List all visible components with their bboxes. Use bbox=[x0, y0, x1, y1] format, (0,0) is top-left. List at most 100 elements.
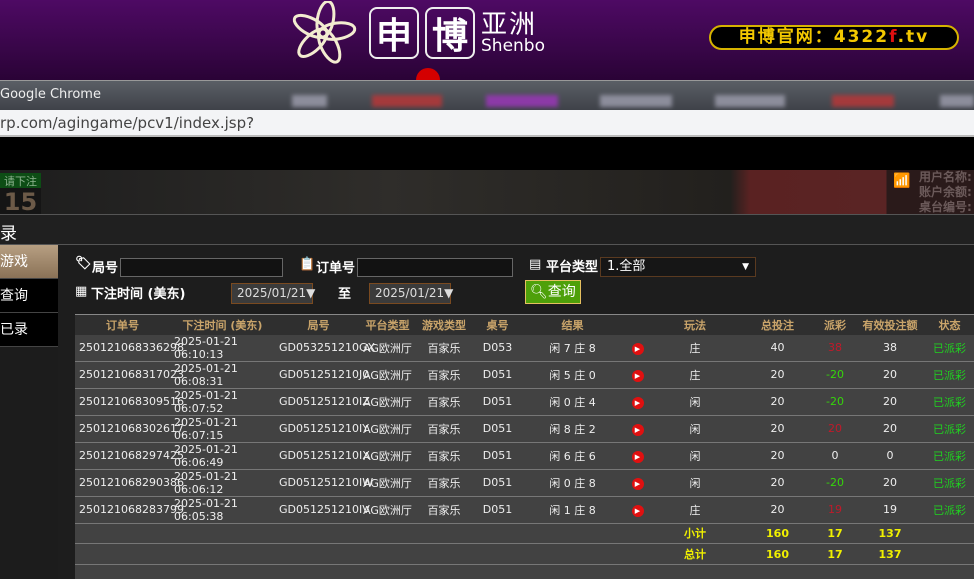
sidebar-item-query[interactable]: 查询 bbox=[0, 279, 58, 313]
blurred-nav-item bbox=[832, 95, 894, 107]
total-bet: 20 bbox=[740, 415, 815, 443]
total-bet: 40 bbox=[740, 334, 815, 362]
payout: -20 bbox=[815, 388, 855, 416]
site-suffix: .tv bbox=[897, 27, 930, 47]
table-row: 250121068309516 2025-01-21 06:07:52 GD0512… bbox=[75, 388, 974, 416]
valid-bet: 20 bbox=[855, 361, 925, 389]
subtotal-label: 小计 bbox=[650, 523, 740, 545]
clipboard-icon: 📋 bbox=[299, 257, 316, 272]
payout: 0 bbox=[815, 442, 855, 470]
order-number: 250121068283799 bbox=[75, 496, 184, 524]
payout: 20 bbox=[815, 415, 855, 443]
game-type: 百家乐 bbox=[413, 334, 475, 362]
round-number: GD051251210J0 bbox=[275, 361, 369, 389]
table-number: D051 bbox=[475, 388, 520, 416]
total-bet: 20 bbox=[740, 496, 815, 524]
play-replay-icon[interactable]: ▶ bbox=[631, 369, 644, 382]
bet-records-table: 订单号 下注时间 (美东) 局号 平台类型 游戏类型 桌号 结果 玩法 总投注 派彩 有效投注额 状态… bbox=[75, 314, 974, 565]
column-header: 有效投注额 bbox=[855, 314, 925, 335]
replay-cell: ▶ bbox=[625, 469, 650, 497]
payout: -20 bbox=[815, 361, 855, 389]
result: 闲 0 庄 4 bbox=[520, 388, 625, 416]
play-replay-icon[interactable]: ▶ bbox=[631, 396, 644, 409]
address-bar[interactable]: rp.com/agingame/pcv1/index.jsp? bbox=[0, 110, 974, 137]
status: 已派彩 bbox=[925, 442, 974, 470]
column-header: 派彩 bbox=[815, 314, 855, 335]
brand-en: Shenbo bbox=[481, 35, 545, 56]
column-header: 桌号 bbox=[475, 314, 520, 335]
red-badge-icon bbox=[416, 68, 440, 82]
total-bet: 20 bbox=[740, 361, 815, 389]
total-bet: 20 bbox=[740, 388, 815, 416]
order-input[interactable] bbox=[357, 258, 513, 277]
blurred-nav-item bbox=[600, 95, 672, 107]
order-label: 订单号 bbox=[316, 261, 356, 276]
order-number: 250121068336298 bbox=[75, 334, 184, 362]
total-total-bet: 160 bbox=[740, 543, 815, 565]
replay-cell: ▶ bbox=[625, 415, 650, 443]
platform-type: AG欧洲厅 bbox=[362, 442, 413, 470]
play-replay-icon[interactable]: ▶ bbox=[631, 450, 644, 463]
total-bet: 20 bbox=[740, 469, 815, 497]
total-valid: 137 bbox=[855, 543, 925, 565]
platform-type: AG欧洲厅 bbox=[362, 334, 413, 362]
to-label: 至 bbox=[338, 287, 352, 302]
status: 已派彩 bbox=[925, 334, 974, 362]
browser-title: Google Chrome bbox=[0, 87, 101, 102]
status: 已派彩 bbox=[925, 496, 974, 524]
query-label: 查询 bbox=[547, 284, 576, 300]
column-header: 结果 bbox=[520, 314, 625, 335]
total-status-spacer bbox=[925, 543, 974, 565]
order-number: 250121068297425 bbox=[75, 442, 184, 470]
bet-option: 庄 bbox=[650, 496, 740, 524]
column-header: 订单号 bbox=[75, 314, 170, 335]
wifi-icon: 📶 bbox=[893, 173, 911, 189]
round-number: GD051251210IY bbox=[275, 415, 369, 443]
platform-select[interactable]: 1.全部 ▼ bbox=[600, 257, 756, 277]
sidebar-item-games[interactable]: 游戏 bbox=[0, 245, 58, 279]
sidebar: 游戏 查询 已录 bbox=[0, 245, 58, 347]
table-header: 订单号 下注时间 (美东) 局号 平台类型 游戏类型 桌号 结果 玩法 总投注 派彩 有效投注额 状态 bbox=[75, 314, 974, 335]
brand-box-1: 申 bbox=[369, 7, 419, 59]
date-from-picker[interactable]: 2025/01/21▼ bbox=[231, 283, 315, 304]
search-icon: 🔍︎ bbox=[530, 284, 548, 300]
game-type: 百家乐 bbox=[413, 496, 475, 524]
subtotal-valid: 137 bbox=[855, 523, 925, 545]
site-f: f bbox=[889, 27, 898, 47]
subtotal-spacer bbox=[75, 523, 650, 545]
brand-cn: 亚洲 bbox=[481, 9, 538, 40]
result: 闲 7 庄 8 bbox=[520, 334, 625, 362]
bet-time: 2025-01-21 06:06:12 bbox=[170, 469, 275, 497]
result: 闲 1 庄 8 bbox=[520, 496, 625, 524]
sidebar-item-records[interactable]: 已录 bbox=[0, 313, 58, 347]
page-title: 录 bbox=[0, 214, 974, 245]
play-replay-icon[interactable]: ▶ bbox=[631, 504, 644, 517]
date-to-picker[interactable]: 2025/01/21▼ bbox=[369, 283, 453, 304]
official-site-link[interactable]: 申博官网：4322f.tv bbox=[709, 25, 959, 50]
platform-type: AG欧洲厅 bbox=[362, 361, 413, 389]
valid-bet: 19 bbox=[855, 496, 925, 524]
play-replay-icon[interactable]: ▶ bbox=[631, 477, 644, 490]
table-number: D051 bbox=[475, 361, 520, 389]
valid-bet: 0 bbox=[855, 442, 925, 470]
query-button[interactable]: 🔍︎查询 bbox=[525, 280, 581, 304]
payout: 19 bbox=[815, 496, 855, 524]
table-number: D053 bbox=[475, 334, 520, 362]
total-spacer bbox=[75, 543, 650, 565]
result: 闲 5 庄 0 bbox=[520, 361, 625, 389]
bet-option: 庄 bbox=[650, 334, 740, 362]
column-header: 局号 bbox=[275, 314, 362, 335]
platform-type: AG欧洲厅 bbox=[362, 496, 413, 524]
round-number: GD051251210IZ bbox=[275, 388, 370, 416]
play-replay-icon[interactable]: ▶ bbox=[631, 423, 644, 436]
bet-label: 请下注 bbox=[0, 173, 41, 188]
column-header: 玩法 bbox=[650, 314, 740, 335]
blurred-nav-item bbox=[292, 95, 327, 107]
bet-option: 庄 bbox=[650, 361, 740, 389]
status: 已派彩 bbox=[925, 361, 974, 389]
round-input[interactable] bbox=[120, 258, 283, 277]
user-info: 用户名称: 账户余额: 桌台编号: bbox=[919, 170, 972, 215]
total-payout: 17 bbox=[815, 543, 855, 565]
play-replay-icon[interactable]: ▶ bbox=[631, 342, 644, 355]
total-bet: 20 bbox=[740, 442, 815, 470]
